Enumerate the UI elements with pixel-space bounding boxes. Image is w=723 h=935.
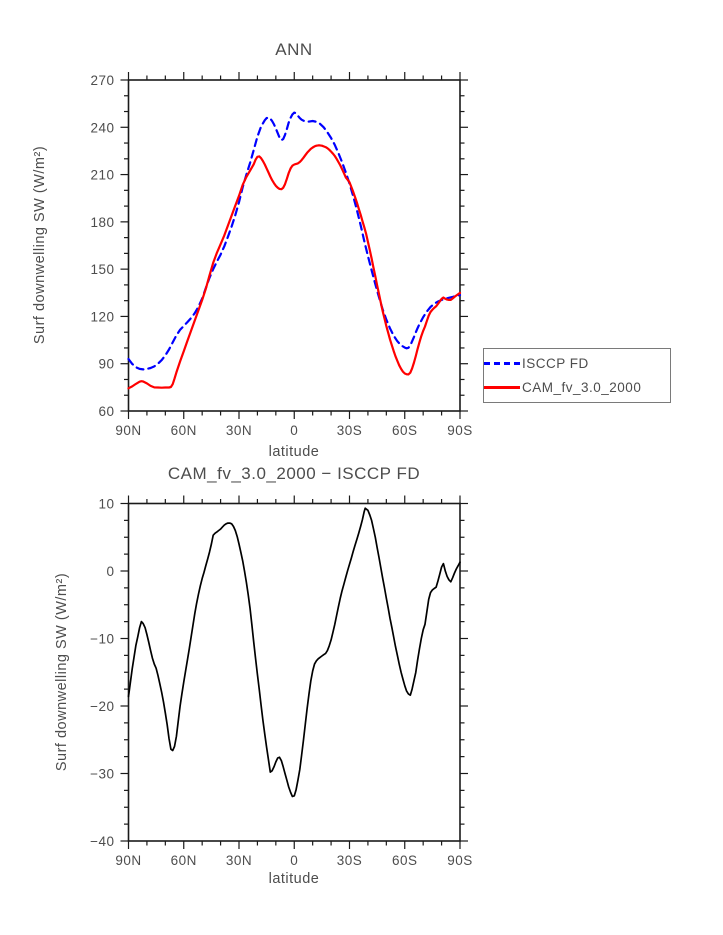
top-panel-x-tick-label: 30N (226, 423, 252, 438)
top-panel-x-tick-label: 90S (447, 423, 473, 438)
top-panel-y-tick-label: 120 (90, 309, 114, 324)
top-panel-y-tick-label: 60 (98, 404, 114, 419)
top-panel-y-tick-label: 270 (90, 73, 114, 88)
top-panel-x-tick-label: 60N (171, 423, 197, 438)
bottom-panel-y-tick-label: −30 (90, 767, 114, 782)
top-panel-title: ANN (275, 40, 313, 59)
bottom-panel-x-tick-label: 90N (115, 853, 141, 868)
legend: ISCCP FD CAM_fv_3.0_2000 (483, 348, 671, 403)
bottom-panel-title: CAM_fv_3.0_2000 − ISCCP FD (167, 464, 421, 483)
bottom-panel-y-tick-label: −40 (90, 834, 114, 849)
legend-label: ISCCP FD (522, 356, 589, 372)
top-panel-series-cam-fv-3-0-2000 (127, 144, 462, 390)
bottom-panel-y-tick-label: 0 (106, 564, 114, 579)
bottom-panel-series-cam-fv-3-0-2000-minus-isccp-fd (127, 507, 461, 798)
bottom-panel-x-tick-label: 0 (290, 853, 298, 868)
top-panel-y-tick-label: 90 (98, 357, 114, 372)
bottom-panel-x-tick-label: 60S (392, 853, 418, 868)
bottom-panel-x-axis-label: latitude (268, 871, 320, 887)
legend-line-sample-solid (484, 385, 520, 389)
top-panel-x-tick-label: 60S (392, 423, 418, 438)
top-panel-y-tick-label: 180 (90, 215, 114, 230)
top-panel-y-axis-label: Surf downwelling SW (W/m²) (32, 145, 48, 345)
top-panel-series-isccp-fd (127, 111, 462, 371)
bottom-panel-x-tick-label: 60N (171, 853, 197, 868)
top-panel-x-tick-label: 0 (290, 423, 298, 438)
top-panel-x-tick-label: 30S (337, 423, 363, 438)
top-panel-x-axis-label: latitude (268, 444, 320, 460)
top-panel-frame (127, 79, 461, 412)
bottom-panel-y-tick-label: −10 (90, 632, 114, 647)
legend-entry-cam: CAM_fv_3.0_2000 (484, 378, 670, 396)
top-panel-x-tick-label: 90N (115, 423, 141, 438)
top-panel-y-tick-label: 150 (90, 262, 114, 277)
legend-entry-isccp: ISCCP FD (484, 355, 670, 373)
bottom-panel-x-tick-label: 30S (337, 853, 363, 868)
bottom-panel-frame (127, 502, 461, 842)
bottom-panel-y-axis-label: Surf downwelling SW (W/m²) (54, 572, 70, 772)
legend-line-sample-dashed (484, 362, 520, 366)
top-panel-y-tick-label: 210 (90, 168, 114, 183)
bottom-panel-y-tick-label: −20 (90, 699, 114, 714)
bottom-panel-y-tick-label: 10 (98, 497, 114, 512)
top-panel-y-tick-label: 240 (90, 120, 114, 135)
bottom-panel-x-tick-label: 90S (447, 853, 473, 868)
bottom-panel-x-tick-label: 30N (226, 853, 252, 868)
legend-label: CAM_fv_3.0_2000 (522, 379, 642, 395)
